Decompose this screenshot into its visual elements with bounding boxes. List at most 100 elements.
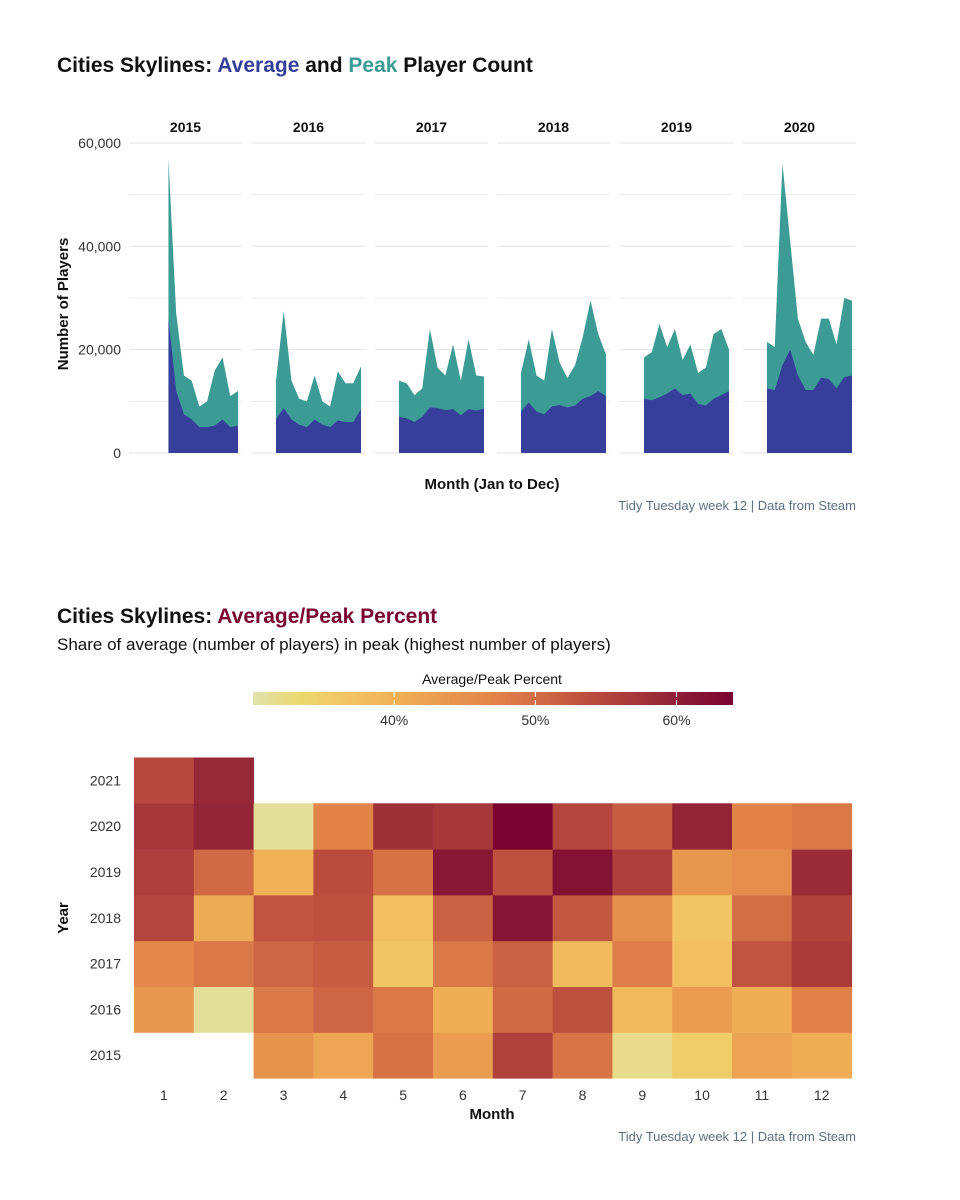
legend-title: Average/Peak Percent — [422, 671, 562, 687]
heat-cell — [672, 1032, 733, 1079]
heat-cell — [612, 803, 673, 850]
heat-cell — [612, 940, 673, 987]
average-area-2019 — [644, 388, 729, 453]
peak-area-2015 — [168, 158, 238, 453]
x-tick-label: 3 — [280, 1087, 288, 1103]
heat-cell — [732, 940, 793, 987]
heat-cell — [791, 849, 853, 896]
area-caption: Tidy Tuesday week 12 | Data from Steam — [618, 498, 856, 513]
heat-cell — [732, 894, 793, 942]
heatmap-y-axis-label: Year — [55, 902, 72, 934]
heat-cell — [253, 849, 314, 896]
x-tick-label: 8 — [579, 1087, 587, 1103]
heat-cell — [732, 849, 793, 896]
heat-cell — [672, 849, 733, 896]
heat-cell — [193, 894, 255, 942]
peak-area-2016 — [276, 310, 361, 453]
heatmap-x-axis: 1 2 3 4 5 6 7 8 9 10 11 12 — [160, 1087, 830, 1103]
x-tick-label: 12 — [814, 1087, 830, 1103]
heat-cell — [492, 849, 554, 896]
heat-cell — [791, 894, 853, 942]
heat-cell — [134, 940, 195, 987]
area-facets: 2015 2016 2017 2018 2019 2020 — [168, 119, 852, 453]
heat-cell — [492, 894, 554, 942]
heat-cell — [253, 1032, 314, 1079]
facet-strip-label: 2020 — [784, 119, 815, 135]
title-average-word: Average — [217, 54, 299, 77]
x-tick-label: 1 — [160, 1087, 168, 1103]
heat-cell — [373, 940, 434, 987]
heat-cell — [492, 1032, 554, 1079]
heatmap-cells — [134, 757, 853, 1079]
heat-cell — [373, 1032, 434, 1079]
heat-cell — [373, 849, 434, 896]
heat-cell — [433, 849, 494, 896]
heatmap-title: Cities Skylines: Average/Peak Percent — [57, 605, 437, 628]
heat-cell — [612, 849, 673, 896]
average-area-2015 — [168, 318, 238, 453]
facet-2015: 2015 — [168, 119, 238, 453]
heat-cell — [373, 986, 434, 1033]
heat-cell — [134, 894, 195, 942]
area-x-axis-label: Month (Jan to Dec) — [425, 476, 560, 493]
heat-cell — [313, 803, 374, 850]
average-area-2020 — [767, 349, 852, 453]
heat-cell — [492, 986, 554, 1033]
y-tick-label: 2015 — [90, 1047, 121, 1063]
area-gridlines — [129, 142, 856, 454]
average-area-2017 — [399, 407, 484, 453]
heat-cell — [672, 894, 733, 942]
heat-cell — [612, 1032, 673, 1079]
title-peak-word: Peak — [348, 54, 397, 77]
x-tick-label: 2 — [220, 1087, 228, 1103]
heat-cell — [433, 940, 494, 987]
heat-cell — [193, 803, 255, 850]
heat-cell — [313, 986, 374, 1033]
heat-cell — [672, 986, 733, 1033]
heat-cell — [552, 940, 613, 987]
heat-cell — [612, 986, 673, 1033]
y-tick-label: 60,000 — [78, 135, 121, 151]
legend-ticks: 40% 50% 60% — [380, 692, 691, 728]
heat-cell — [373, 803, 434, 850]
y-tick-label: 2018 — [90, 910, 121, 926]
x-tick-label: 5 — [399, 1087, 407, 1103]
facet-2017: 2017 — [399, 119, 484, 453]
facet-2018: 2018 — [521, 119, 606, 453]
facet-2016: 2016 — [276, 119, 361, 453]
heat-cell — [552, 849, 613, 896]
heat-cell — [193, 940, 255, 987]
y-tick-label: 2019 — [90, 864, 121, 880]
x-tick-label: 4 — [339, 1087, 347, 1103]
heat-cell — [134, 986, 195, 1033]
heatmap-caption: Tidy Tuesday week 12 | Data from Steam — [618, 1129, 856, 1144]
legend-tick-label: 60% — [663, 712, 691, 728]
heat-cell — [732, 986, 793, 1033]
heat-cell — [492, 803, 554, 850]
heat-cell — [552, 894, 613, 942]
facet-strip-label: 2019 — [661, 119, 692, 135]
legend-colorbar — [253, 692, 733, 705]
area-y-axis-label: Number of Players — [55, 238, 72, 371]
area-y-axis: 0 20,000 40,000 60,000 — [78, 135, 121, 461]
facet-strip-label: 2016 — [293, 119, 324, 135]
legend-tick-label: 40% — [380, 712, 408, 728]
heat-cell — [313, 940, 374, 987]
heat-cell — [134, 849, 195, 896]
area-chart-title: Cities Skylines: Average and Peak Player… — [57, 54, 533, 77]
y-tick-label: 20,000 — [78, 342, 121, 358]
heat-cell — [672, 803, 733, 850]
y-tick-label: 40,000 — [78, 238, 121, 254]
heat-cell — [791, 940, 853, 987]
y-tick-label: 0 — [113, 445, 121, 461]
title-highlight-word: Average/Peak Percent — [217, 605, 437, 628]
heat-cell — [552, 986, 613, 1033]
heat-cell — [193, 757, 255, 804]
heat-cell — [672, 940, 733, 987]
heatmap-x-axis-label: Month — [470, 1106, 515, 1123]
heat-cell — [433, 986, 494, 1033]
heat-cell — [253, 986, 314, 1033]
heatmap-subtitle: Share of average (number of players) in … — [57, 635, 611, 654]
heat-cell — [193, 849, 255, 896]
